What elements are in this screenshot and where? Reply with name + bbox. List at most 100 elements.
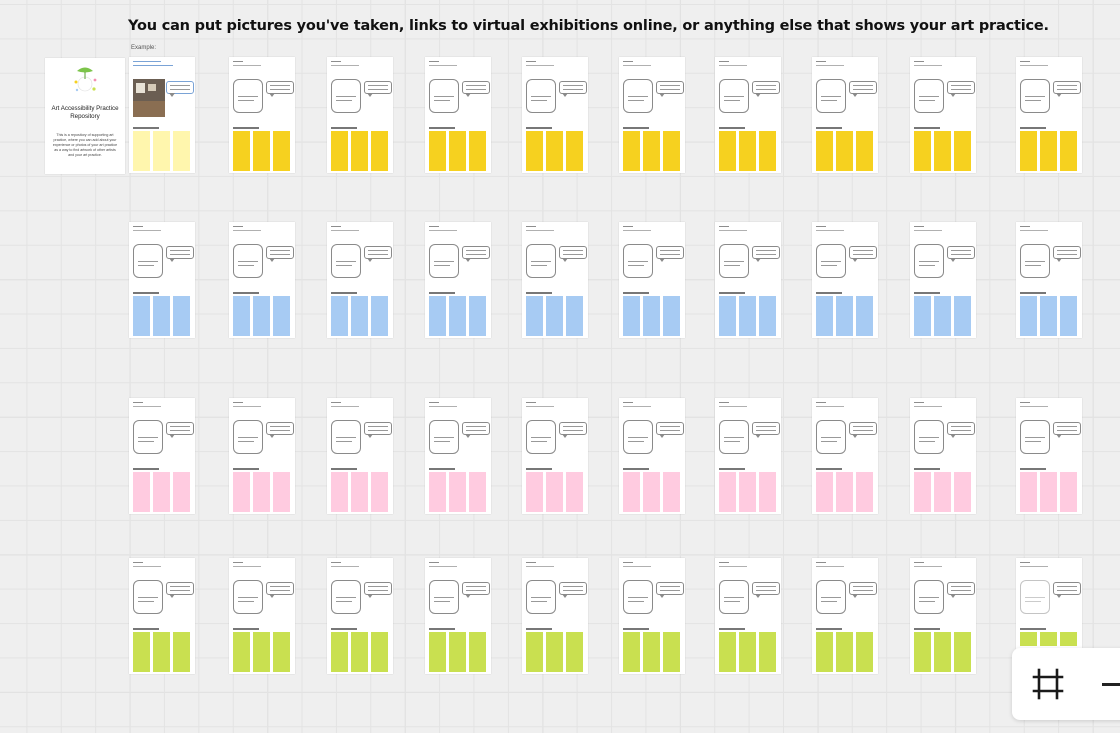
sticky-note[interactable] xyxy=(663,632,680,672)
sticky-note[interactable] xyxy=(449,296,466,336)
sticky-note[interactable] xyxy=(351,472,368,512)
sticky-note[interactable] xyxy=(1040,472,1057,512)
sticky-note[interactable] xyxy=(173,296,190,336)
sticky-note[interactable] xyxy=(331,296,348,336)
sticky-note[interactable] xyxy=(914,472,931,512)
sticky-note[interactable] xyxy=(739,632,756,672)
sticky-note[interactable] xyxy=(133,296,150,336)
sticky-note[interactable] xyxy=(643,296,660,336)
sticky-note[interactable] xyxy=(719,632,736,672)
sticky-note[interactable] xyxy=(836,296,853,336)
sticky-note[interactable] xyxy=(623,131,640,171)
sticky-note[interactable] xyxy=(331,472,348,512)
template-card[interactable] xyxy=(229,57,295,173)
sticky-note[interactable] xyxy=(469,472,486,512)
template-card[interactable] xyxy=(1016,222,1082,338)
sticky-note[interactable] xyxy=(449,472,466,512)
sticky-note[interactable] xyxy=(526,472,543,512)
sticky-note[interactable] xyxy=(173,472,190,512)
sticky-note[interactable] xyxy=(1040,632,1057,646)
template-card[interactable] xyxy=(129,398,195,514)
sticky-note[interactable] xyxy=(273,632,290,672)
sticky-note[interactable] xyxy=(934,131,951,171)
sticky-note[interactable] xyxy=(1020,472,1037,512)
sticky-note[interactable] xyxy=(914,131,931,171)
sticky-note[interactable] xyxy=(273,472,290,512)
sticky-note[interactable] xyxy=(526,632,543,672)
sticky-note[interactable] xyxy=(954,131,971,171)
template-card[interactable] xyxy=(1016,398,1082,514)
template-card[interactable] xyxy=(619,222,685,338)
sticky-note[interactable] xyxy=(719,296,736,336)
sticky-note[interactable] xyxy=(233,632,250,672)
sticky-note[interactable] xyxy=(153,632,170,672)
sticky-note[interactable] xyxy=(429,296,446,336)
template-card[interactable] xyxy=(715,57,781,173)
sticky-note[interactable] xyxy=(1060,296,1077,336)
sticky-note[interactable] xyxy=(719,472,736,512)
sticky-note[interactable] xyxy=(526,131,543,171)
template-card[interactable] xyxy=(715,398,781,514)
sticky-note[interactable] xyxy=(566,472,583,512)
sticky-note[interactable] xyxy=(816,472,833,512)
frame-icon[interactable] xyxy=(1030,666,1066,702)
template-card[interactable] xyxy=(522,398,588,514)
sticky-note[interactable] xyxy=(836,472,853,512)
template-card[interactable] xyxy=(812,558,878,674)
sticky-note[interactable] xyxy=(133,131,150,171)
template-card[interactable] xyxy=(910,558,976,674)
sticky-note[interactable] xyxy=(914,296,931,336)
sticky-note[interactable] xyxy=(643,632,660,672)
template-card[interactable] xyxy=(129,222,195,338)
template-card[interactable] xyxy=(425,398,491,514)
sticky-note[interactable] xyxy=(759,632,776,672)
sticky-note[interactable] xyxy=(759,472,776,512)
sticky-note[interactable] xyxy=(449,632,466,672)
sticky-note[interactable] xyxy=(719,131,736,171)
sticky-note[interactable] xyxy=(739,472,756,512)
sticky-note[interactable] xyxy=(526,296,543,336)
sticky-note[interactable] xyxy=(759,296,776,336)
sticky-note[interactable] xyxy=(816,632,833,672)
sticky-note[interactable] xyxy=(371,632,388,672)
template-card[interactable] xyxy=(229,398,295,514)
sticky-note[interactable] xyxy=(546,632,563,672)
sticky-note[interactable] xyxy=(371,131,388,171)
sticky-note[interactable] xyxy=(1040,131,1057,171)
sticky-note[interactable] xyxy=(623,472,640,512)
sticky-note[interactable] xyxy=(469,131,486,171)
sticky-note[interactable] xyxy=(934,472,951,512)
sticky-note[interactable] xyxy=(954,296,971,336)
template-card[interactable] xyxy=(425,222,491,338)
sticky-note[interactable] xyxy=(273,296,290,336)
sticky-note[interactable] xyxy=(133,472,150,512)
template-card[interactable] xyxy=(910,222,976,338)
template-card[interactable] xyxy=(619,57,685,173)
sticky-note[interactable] xyxy=(1060,472,1077,512)
sticky-note[interactable] xyxy=(233,296,250,336)
sticky-note[interactable] xyxy=(934,296,951,336)
sticky-note[interactable] xyxy=(429,131,446,171)
sticky-note[interactable] xyxy=(1060,131,1077,171)
sticky-note[interactable] xyxy=(546,472,563,512)
sticky-note[interactable] xyxy=(273,131,290,171)
sticky-note[interactable] xyxy=(856,296,873,336)
sticky-note[interactable] xyxy=(566,632,583,672)
sticky-note[interactable] xyxy=(1020,131,1037,171)
sticky-note[interactable] xyxy=(954,632,971,672)
template-card[interactable] xyxy=(229,222,295,338)
sticky-note[interactable] xyxy=(623,632,640,672)
sticky-note[interactable] xyxy=(954,472,971,512)
template-card[interactable] xyxy=(715,222,781,338)
sticky-note[interactable] xyxy=(566,296,583,336)
sticky-note[interactable] xyxy=(371,296,388,336)
sticky-note[interactable] xyxy=(153,131,170,171)
example-card[interactable] xyxy=(129,57,195,173)
template-card[interactable] xyxy=(910,398,976,514)
sticky-note[interactable] xyxy=(759,131,776,171)
sticky-note[interactable] xyxy=(566,131,583,171)
sticky-note[interactable] xyxy=(449,131,466,171)
sticky-note[interactable] xyxy=(173,632,190,672)
sticky-note[interactable] xyxy=(1020,296,1037,336)
sticky-note[interactable] xyxy=(739,131,756,171)
